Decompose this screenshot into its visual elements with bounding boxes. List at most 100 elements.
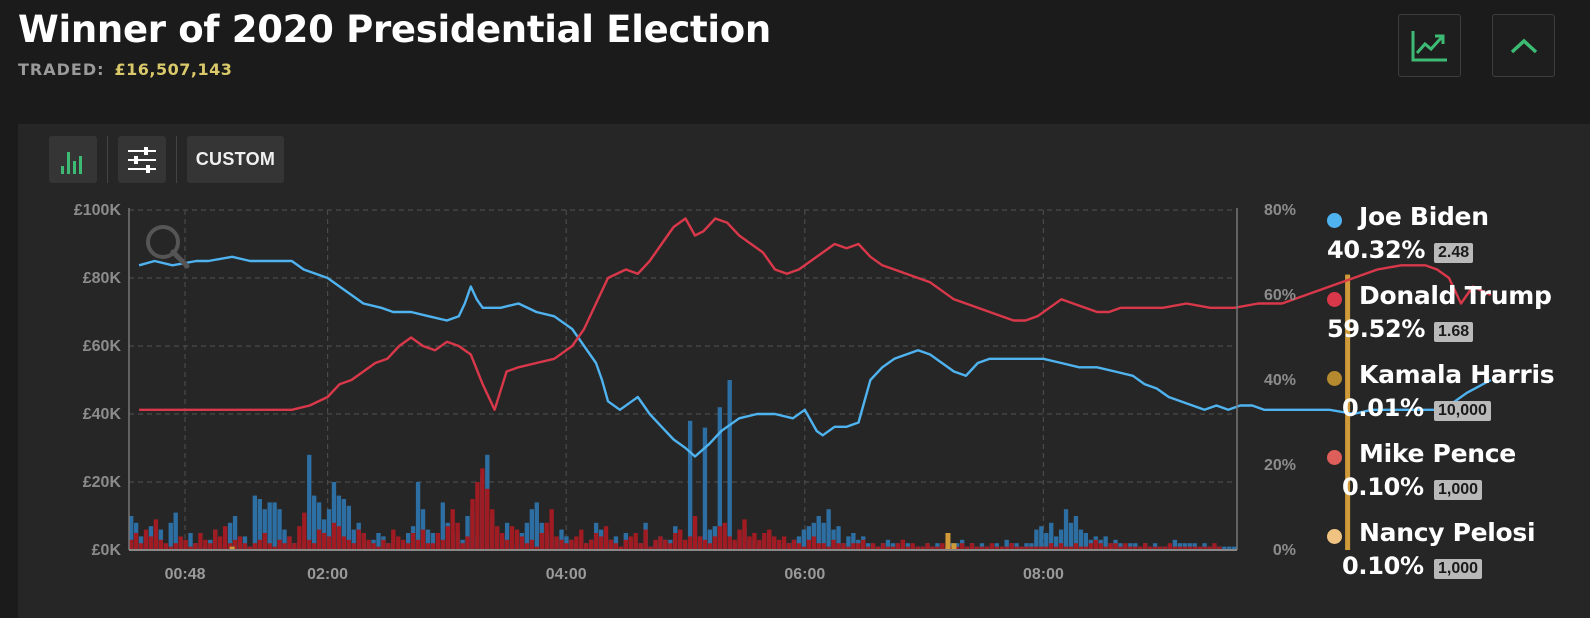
- volume-bar-trump: [193, 543, 198, 550]
- volume-bar-trump: [623, 539, 628, 550]
- volume-bar-trump: [984, 546, 990, 550]
- volume-bar-biden: [707, 529, 713, 550]
- volume-bar-biden: [346, 505, 351, 550]
- volume-bar-biden: [1232, 546, 1237, 550]
- volume-bar-trump: [1068, 546, 1074, 550]
- volume-bar-biden: [1227, 546, 1232, 550]
- volume-bar-trump: [391, 529, 396, 550]
- legend-item-kamala-harris[interactable]: Kamala Harris 0.01% 10,000: [1326, 358, 1586, 428]
- legend-item-joe-biden[interactable]: Joe Biden 40.32% 2.48: [1326, 200, 1586, 270]
- volume-bar-trump: [940, 543, 945, 550]
- legend-pct: 40.32%: [1327, 236, 1426, 264]
- series-line-donald-trump: [139, 217, 1492, 411]
- right-axis-tick: 0%: [1273, 542, 1296, 559]
- volume-bar-trump: [1162, 546, 1168, 550]
- volume-bar-trump: [129, 539, 134, 550]
- volume-bar-trump: [1044, 546, 1049, 550]
- volume-bar-trump: [653, 539, 658, 550]
- volume-bar-biden: [307, 454, 312, 550]
- volume-bar-trump: [836, 543, 841, 550]
- volume-bar-trump: [445, 526, 450, 550]
- volume-bar-biden: [331, 482, 337, 550]
- volume-bar-trump: [376, 546, 381, 550]
- volume-bar-trump: [1014, 546, 1019, 550]
- volume-bar-trump: [203, 539, 208, 550]
- legend-odds-badge: 2.48: [1434, 243, 1474, 263]
- volume-bar-harris: [229, 546, 235, 550]
- volume-bar-trump: [856, 543, 861, 550]
- x-axis-tick: 02:00: [307, 566, 348, 583]
- volume-bar-trump: [861, 539, 866, 550]
- volume-bar-trump: [554, 536, 559, 550]
- volume-bars: [129, 274, 1351, 550]
- volume-bar-trump: [534, 546, 539, 550]
- left-axis-tick: £100K: [74, 202, 122, 219]
- volume-bar-biden: [232, 516, 238, 550]
- volume-bar-trump: [722, 522, 727, 550]
- volume-bar-trump: [925, 543, 930, 550]
- volume-bar-trump: [351, 543, 356, 550]
- chart-axes: £100K £80K £60K £40K £20K £0K 80% 60% 40% 20% 0% 00…: [74, 202, 1296, 583]
- legend-pct: 0.01%: [1342, 394, 1424, 422]
- volume-bar-trump: [1073, 543, 1079, 550]
- zoom-icon[interactable]: [146, 225, 190, 269]
- volume-bar-trump: [336, 526, 342, 550]
- volume-bar-trump: [692, 516, 698, 550]
- bar-chart-button[interactable]: [49, 136, 97, 183]
- volume-bar-trump: [767, 529, 772, 550]
- volume-bar-biden: [1004, 539, 1009, 550]
- volume-bar-biden: [415, 482, 421, 550]
- collapse-button[interactable]: [1492, 14, 1555, 77]
- volume-bar-trump: [465, 536, 470, 550]
- volume-bar-trump: [435, 533, 441, 550]
- volume-bar-biden: [272, 502, 277, 550]
- volume-bar-trump: [356, 529, 361, 550]
- volume-bar-trump: [386, 543, 391, 550]
- legend-item-donald-trump[interactable]: Donald Trump 59.52% 1.68: [1326, 279, 1586, 349]
- volume-bar-trump: [890, 546, 896, 550]
- volume-bar-biden: [430, 533, 436, 550]
- volume-bar-trump: [480, 468, 485, 550]
- legend-item-mike-pence[interactable]: Mike Pence 0.10% 1,000: [1326, 437, 1586, 507]
- volume-bar-biden: [440, 502, 445, 550]
- volume-bar-biden: [1058, 529, 1064, 550]
- legend-item-nancy-pelosi[interactable]: Nancy Pelosi 0.10% 1,000: [1326, 516, 1586, 586]
- custom-range-button[interactable]: CUSTOM: [187, 136, 284, 183]
- volume-bar-trump: [762, 533, 767, 550]
- volume-bar-trump: [277, 539, 282, 550]
- volume-bar-trump: [574, 536, 579, 550]
- volume-bar-trump: [1039, 546, 1044, 550]
- settings-button[interactable]: [118, 136, 166, 183]
- volume-bar-trump: [183, 539, 188, 550]
- volume-bar-trump: [1009, 543, 1014, 550]
- volume-bar-biden: [1103, 536, 1108, 550]
- volume-bar-trump: [381, 539, 386, 550]
- volume-bar-trump: [490, 509, 495, 550]
- volume-bar-trump: [1152, 546, 1158, 550]
- volume-bar-trump: [900, 539, 905, 550]
- volume-bar-trump: [282, 543, 287, 550]
- volume-bar-trump: [396, 536, 401, 550]
- volume-bar-trump: [866, 546, 871, 550]
- volume-bar-biden: [836, 526, 841, 550]
- volume-bar-biden: [816, 516, 821, 550]
- volume-bar-trump: [668, 543, 673, 550]
- volume-bar-trump: [312, 543, 317, 550]
- volume-bar-biden: [129, 516, 134, 550]
- volume-bar-trump: [752, 533, 757, 550]
- volume-bar-trump: [198, 533, 203, 550]
- volume-bar-trump: [366, 539, 371, 550]
- chart-toggle-button[interactable]: [1398, 14, 1461, 77]
- volume-bar-biden: [1222, 546, 1227, 550]
- legend-odds-badge: 1,000: [1434, 480, 1483, 500]
- legend-name: Nancy Pelosi: [1359, 518, 1536, 547]
- volume-bar-trump: [138, 543, 144, 550]
- volume-bar-trump: [732, 539, 737, 550]
- volume-bar-trump: [915, 546, 920, 550]
- volume-bar-trump: [895, 543, 901, 550]
- volume-bar-trump: [242, 543, 248, 550]
- x-axis-tick: 00:48: [165, 566, 206, 583]
- volume-bar-trump: [361, 533, 366, 550]
- volume-bar-trump: [1182, 546, 1187, 550]
- line-chart-icon: [1411, 30, 1447, 61]
